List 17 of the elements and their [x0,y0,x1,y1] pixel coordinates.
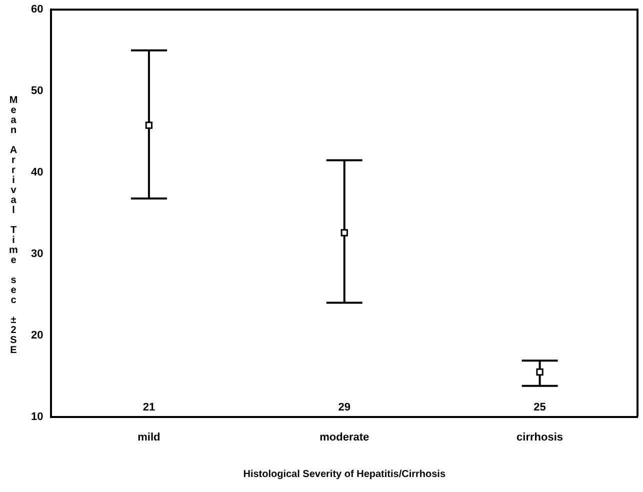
y-tick-label: 10 [30,410,44,423]
x-tick-label: mild [138,431,160,444]
point [536,368,544,376]
annotation: 25 [534,401,546,414]
point [340,229,348,236]
annotation: 21 [142,401,156,414]
annotation: 29 [338,401,350,414]
x-tick-label: cirrhosis [516,431,564,444]
y-tick-label: 40 [30,166,44,179]
point [145,122,153,129]
y-tick-label: 20 [30,329,44,342]
y-tick-label: 60 [30,4,44,16]
x-tick-label: moderate [320,431,370,444]
y-axis-title: Mean Arrival Time sec ±2SE [7,95,20,355]
x-axis-title: Histological Severity of Hepatitis/Cirrhosis [243,468,446,480]
y-tick-label: 30 [30,248,44,260]
y-tick-label: 50 [30,85,44,98]
